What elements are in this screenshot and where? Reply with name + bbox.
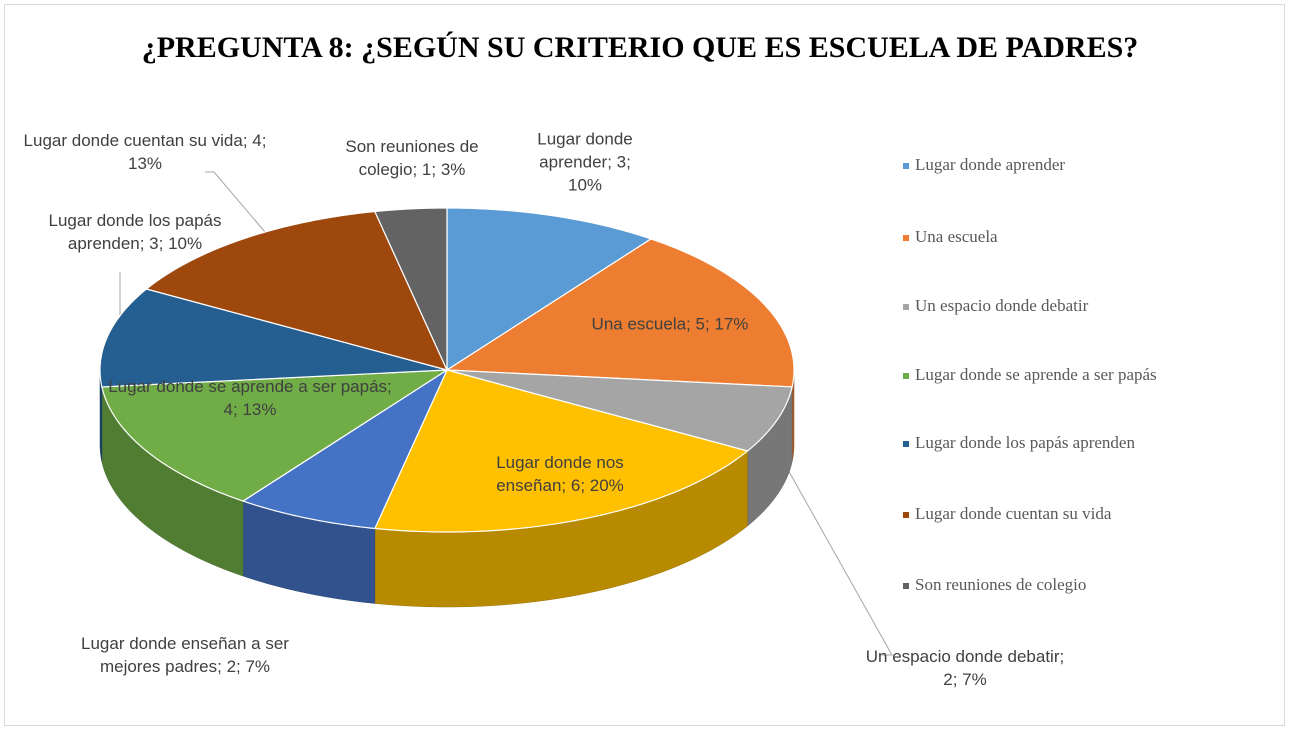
pie-slice bbox=[373, 207, 448, 371]
pie-slice bbox=[373, 369, 749, 533]
pie-slice bbox=[446, 369, 793, 452]
data-label: Lugar donde nos enseñan; 6; 20% bbox=[496, 453, 624, 495]
chart-frame bbox=[4, 4, 1285, 726]
legend-text: Lugar donde los papás aprenden bbox=[915, 433, 1135, 452]
leader-line bbox=[777, 451, 893, 656]
legend-text: Un espacio donde debatir bbox=[915, 296, 1089, 315]
data-label: Una escuela; 5; 17% bbox=[591, 314, 749, 334]
leader-line bbox=[205, 171, 266, 233]
legend-text: Lugar donde aprender bbox=[915, 155, 1066, 174]
legend-text: Son reuniones de colegio bbox=[915, 575, 1087, 594]
data-label: Lugar donde aprender; 3; 10% bbox=[537, 129, 633, 195]
data-label: Lugar donde cuentan su vida; 4; 13% bbox=[23, 131, 267, 173]
legend-swatch bbox=[903, 163, 909, 170]
legend-swatch bbox=[903, 235, 909, 242]
legend-text: Una escuela bbox=[915, 227, 998, 246]
legend-entry: Son reuniones de colegio bbox=[903, 575, 1086, 595]
pie-slice bbox=[101, 369, 450, 502]
legend-text: Lugar donde se aprende a ser papás bbox=[915, 365, 1157, 384]
pie-slice bbox=[446, 207, 653, 372]
top-faces bbox=[99, 207, 795, 533]
legend-entry: Lugar donde los papás aprenden bbox=[903, 433, 1135, 453]
legend-entry: Lugar donde aprender bbox=[903, 155, 1065, 175]
pie-slice bbox=[241, 368, 449, 530]
data-label: Son reuniones de colegio; 1; 3% bbox=[345, 137, 479, 179]
legend-swatch bbox=[903, 304, 909, 311]
data-label: Lugar donde los papás aprenden; 3; 10% bbox=[48, 211, 222, 253]
legend-entry: Una escuela bbox=[903, 227, 998, 247]
chart-title: ¿PREGUNTA 8: ¿SEGÚN SU CRITERIO QUE ES E… bbox=[141, 31, 1139, 64]
legend-entry: Lugar donde cuentan su vida bbox=[903, 504, 1111, 524]
side-walls bbox=[99, 369, 795, 608]
legend-swatch bbox=[903, 583, 909, 590]
pie-slice bbox=[99, 288, 448, 388]
legend-swatch bbox=[903, 512, 909, 519]
data-label: Un espacio donde debatir; 2; 7% bbox=[865, 647, 1065, 689]
legend-text: Lugar donde cuentan su vida bbox=[915, 504, 1112, 523]
pie-slice bbox=[145, 210, 449, 371]
legend-swatch bbox=[903, 373, 909, 380]
pie-slice bbox=[445, 238, 795, 388]
data-label: Lugar donde enseñan a ser mejores padres… bbox=[81, 634, 289, 676]
legend-entry: Lugar donde se aprende a ser papás bbox=[903, 365, 1157, 385]
legend-entry: Un espacio donde debatir bbox=[903, 296, 1088, 316]
legend-swatch bbox=[903, 441, 909, 448]
data-label: Lugar donde se aprende a ser papás; 4; 1… bbox=[108, 377, 392, 419]
